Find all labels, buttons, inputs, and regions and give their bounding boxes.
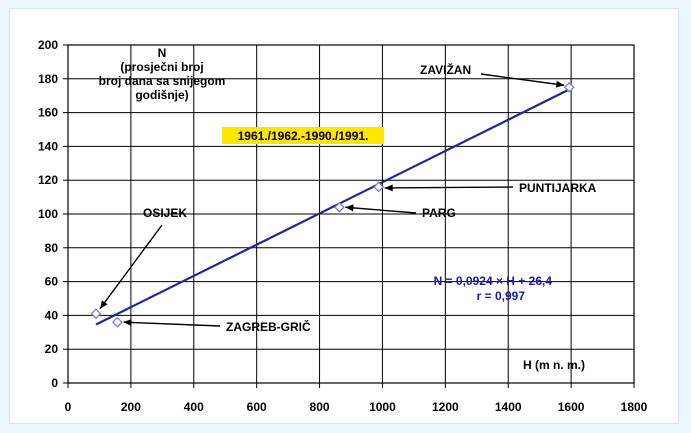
period-highlight <box>222 127 384 144</box>
y-axis-label-line: N <box>158 46 167 60</box>
x-tick-label: 600 <box>247 400 267 414</box>
arrow-parg <box>345 206 417 214</box>
y-axis-label: N (prosječni broj broj dana sa snijegom god… <box>99 46 226 102</box>
period-label: 1961./1962.-1990./1991. <box>238 129 369 143</box>
arrow-osijek <box>99 224 163 310</box>
y-tick-label: 0 <box>51 376 58 390</box>
y-tick-label: 40 <box>45 308 59 322</box>
y-tick-label: 60 <box>45 275 59 289</box>
y-axis-label-line: broj dana sa snijegom <box>99 74 226 88</box>
y-tick-labels: 0 20 40 60 80 100 120 140 160 180 200 <box>38 38 58 390</box>
y-axis-label-line: godišnje) <box>135 88 188 102</box>
point-label-osijek: OSIJEK <box>143 206 187 220</box>
x-tick-label: 200 <box>121 400 141 414</box>
arrow-puntijarka <box>384 186 514 189</box>
point-label-zavizan: ZAVIŽAN <box>420 62 471 77</box>
x-tick-label: 1200 <box>432 400 459 414</box>
arrow-puntijarka-head <box>384 184 393 192</box>
y-tick-label: 180 <box>38 72 58 86</box>
point-label-zagreb-gric: ZAGREB-GRIČ <box>226 319 311 334</box>
annotations: OSIJEK ZAGREB-GRIČ PARG PUNTIJARKA ZAVIŽAN N(… <box>99 46 597 372</box>
regression-equation: N = 0,0924 × H + 26,4 r = 0,997 <box>434 274 553 303</box>
point-label-puntijarka: PUNTIJARKA <box>519 181 597 195</box>
arrow-parg-head <box>345 204 354 212</box>
axes <box>63 44 635 388</box>
data-point <box>373 181 385 193</box>
point-label-parg: PARG <box>422 206 456 220</box>
y-tick-label: 160 <box>38 106 58 120</box>
x-tick-label: 1600 <box>558 400 585 414</box>
x-axis-label: H (m n. m.) <box>523 358 585 372</box>
data-point <box>563 81 575 93</box>
y-tick-label: 120 <box>38 173 58 187</box>
arrow-zagreb-gric <box>123 321 221 327</box>
y-tick-label: 200 <box>38 38 58 52</box>
data-point <box>111 316 123 328</box>
x-tick-label: 1800 <box>621 400 648 414</box>
data-point <box>333 201 345 213</box>
x-tick-labels: 0 200 400 600 800 1000 1200 1400 1600 1800 <box>65 400 648 414</box>
arrow-zavizan <box>480 73 565 86</box>
y-tick-label: 100 <box>38 207 58 221</box>
arrow-osijek-head <box>99 300 108 309</box>
plot-border <box>67 44 635 384</box>
x-tick-label: 400 <box>184 400 204 414</box>
data-point <box>90 308 102 320</box>
y-tick-label: 20 <box>45 342 59 356</box>
fit-line <box>95 87 572 326</box>
arrow-zavizan-head <box>555 80 565 88</box>
x-tick-label: 1000 <box>369 400 396 414</box>
equation-line: N = 0,0924 × H + 26,4 <box>434 274 553 288</box>
y-axis-label-line: (prosječni broj <box>120 60 203 74</box>
x-tick-label: 800 <box>310 400 330 414</box>
arrow-zagreb-gric-head <box>123 318 132 326</box>
chart-frame: 0 200 400 600 800 1000 1200 1400 1600 1800 0 20 40 6… <box>9 8 679 424</box>
equation-line: r = 0,997 <box>477 289 526 303</box>
chart-svg: 0 200 400 600 800 1000 1200 1400 1600 1800 0 20 40 6… <box>38 38 648 414</box>
y-tick-label: 80 <box>45 241 59 255</box>
y-tick-label: 140 <box>38 139 58 153</box>
x-tick-label: 0 <box>65 400 72 414</box>
data-points <box>90 81 575 328</box>
fit-line-group <box>95 87 572 326</box>
x-tick-label: 1400 <box>495 400 522 414</box>
